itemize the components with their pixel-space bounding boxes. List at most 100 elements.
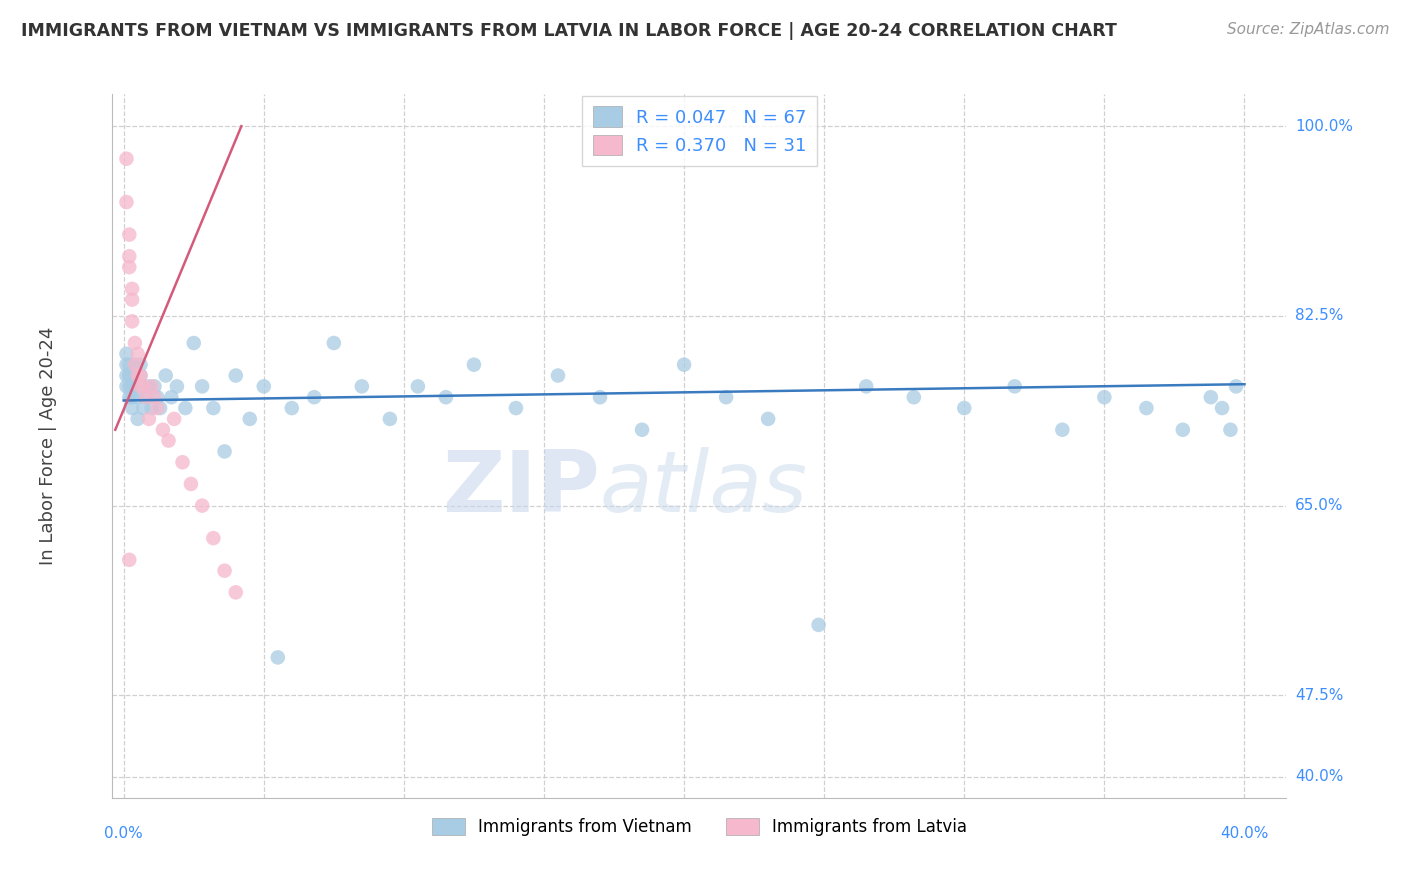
Point [302,390,325,404]
Point [214,564,236,578]
Point [121,401,143,415]
Point [124,336,146,351]
Point [118,227,141,242]
Point [1135,401,1157,415]
Point [350,379,373,393]
Point [202,531,225,545]
Point [115,347,138,361]
Point [121,282,143,296]
Point [127,368,149,383]
Point [631,423,654,437]
Point [124,358,146,372]
Point [118,358,141,372]
Point [1052,423,1074,437]
Point [121,390,143,404]
Text: 100.0%: 100.0% [1295,119,1353,134]
Point [322,336,344,351]
Point [143,390,166,404]
Text: atlas: atlas [600,447,807,530]
Point [1225,379,1247,393]
Point [855,379,877,393]
Point [118,368,141,383]
Point [118,379,141,393]
Point [132,401,155,415]
Point [129,358,152,372]
Point [127,390,149,404]
Point [146,390,169,404]
Point [138,379,160,393]
Point [202,401,225,415]
Point [115,379,138,393]
Point [1171,423,1194,437]
Point [174,401,197,415]
Text: 0.0%: 0.0% [104,826,143,841]
Point [166,379,188,393]
Point [157,434,180,448]
Text: In Labor Force | Age 20-24: In Labor Force | Age 20-24 [39,326,56,566]
Point [146,401,169,415]
Point [115,152,138,166]
Point [135,390,157,404]
Point [141,379,163,393]
Point [225,585,247,599]
Point [124,379,146,393]
Point [903,390,925,404]
Point [129,368,152,383]
Point [673,358,696,372]
Point [143,379,166,393]
Point [1004,379,1026,393]
Point [118,553,141,567]
Point [121,379,143,393]
Point [118,390,141,404]
Point [267,650,290,665]
Point [714,390,737,404]
Point [191,499,214,513]
Point [121,293,143,307]
Point [132,379,155,393]
Point [149,401,172,415]
Point [1092,390,1115,404]
Legend: R = 0.047   N = 67, R = 0.370   N = 31: R = 0.047 N = 67, R = 0.370 N = 31 [582,95,817,166]
Point [118,260,141,274]
Point [172,455,194,469]
Point [281,401,304,415]
Point [225,368,247,383]
Point [152,423,174,437]
Point [406,379,429,393]
Point [141,401,163,415]
Point [155,368,177,383]
Point [124,358,146,372]
Point [253,379,276,393]
Point [118,249,141,263]
Text: ZIP: ZIP [441,447,600,530]
Text: 47.5%: 47.5% [1295,688,1343,703]
Point [378,412,401,426]
Point [160,390,183,404]
Point [121,368,143,383]
Point [1199,390,1222,404]
Point [434,390,457,404]
Point [505,401,527,415]
Point [115,195,138,210]
Point [163,412,186,426]
Point [463,358,485,372]
Point [191,379,214,393]
Point [135,390,157,404]
Point [115,368,138,383]
Text: 82.5%: 82.5% [1295,309,1343,324]
Point [115,358,138,372]
Point [183,336,205,351]
Text: 40.0%: 40.0% [1220,826,1268,841]
Point [129,379,152,393]
Text: IMMIGRANTS FROM VIETNAM VS IMMIGRANTS FROM LATVIA IN LABOR FORCE | AGE 20-24 COR: IMMIGRANTS FROM VIETNAM VS IMMIGRANTS FR… [21,22,1116,40]
Point [756,412,779,426]
Point [180,477,202,491]
Point [129,368,152,383]
Point [127,412,149,426]
Point [953,401,976,415]
Text: 65.0%: 65.0% [1295,498,1343,513]
Point [138,412,160,426]
Point [121,314,143,328]
Text: Source: ZipAtlas.com: Source: ZipAtlas.com [1226,22,1389,37]
Point [807,618,830,632]
